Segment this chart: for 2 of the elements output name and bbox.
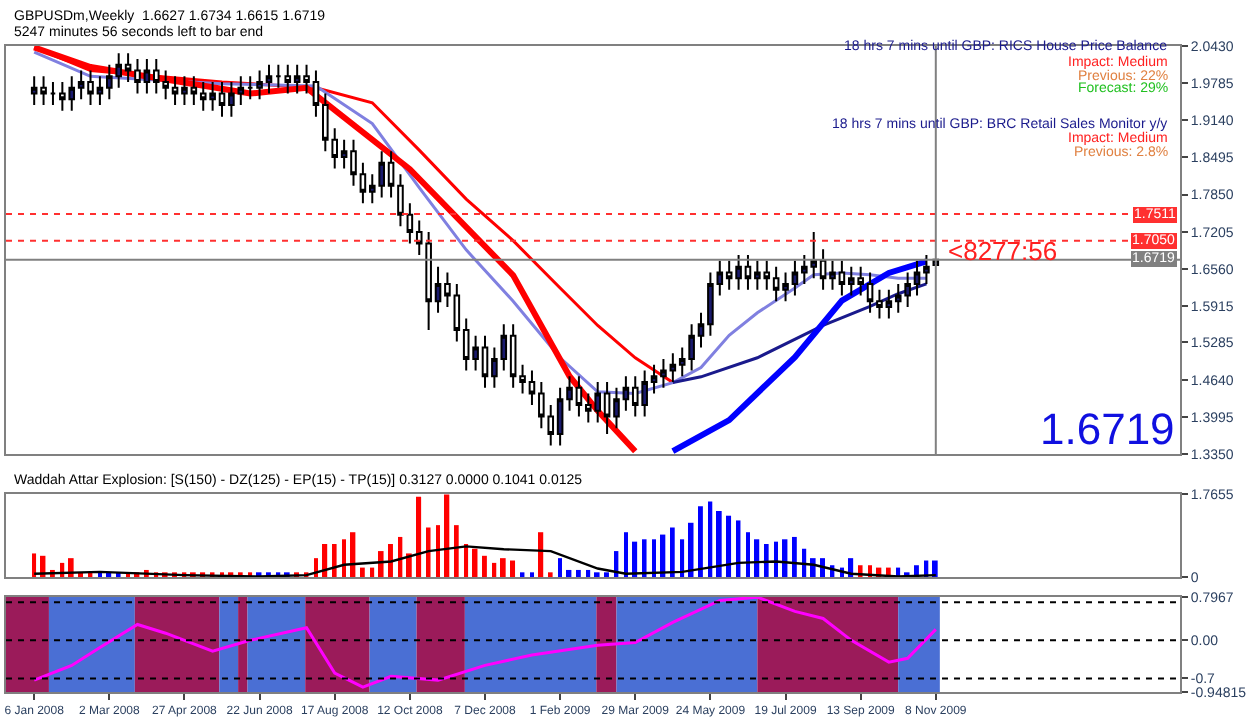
annotation: <8277:56 [948, 236, 1058, 266]
annotation: 1.6719 [1040, 404, 1175, 454]
